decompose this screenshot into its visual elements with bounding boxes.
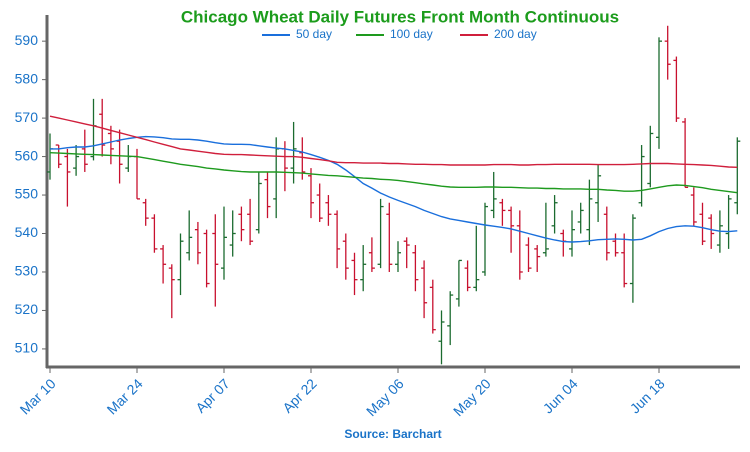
x-tick-label: Mar 10 xyxy=(17,375,59,417)
x-tick-label: Apr 22 xyxy=(279,375,320,416)
x-tick-label: Apr 07 xyxy=(192,375,233,416)
y-tick-label: 550 xyxy=(15,186,39,202)
chart-title: Chicago Wheat Daily Futures Front Month … xyxy=(181,7,619,26)
ma-line xyxy=(50,135,738,243)
ma-line xyxy=(49,152,738,194)
y-tick-label: 510 xyxy=(15,340,39,356)
x-tick-label: Mar 24 xyxy=(104,375,146,417)
y-tick-label: 590 xyxy=(15,32,39,48)
ma-line xyxy=(49,115,738,168)
y-tick-label: 540 xyxy=(15,224,39,240)
y-tick-label: 520 xyxy=(15,301,39,317)
source: Source: Barchart xyxy=(344,427,441,441)
x-tick-label: May 06 xyxy=(363,375,407,419)
legend-label: 50 day xyxy=(296,27,332,41)
legend-label: 200 day xyxy=(494,27,537,41)
y-tick-label: 580 xyxy=(15,70,39,86)
x-tick-label: Jun 18 xyxy=(627,375,668,416)
y-tick-label: 570 xyxy=(15,109,39,125)
y-tick-label: 530 xyxy=(15,263,39,279)
y-tick-label: 560 xyxy=(15,147,39,163)
legend-label: 100 day xyxy=(390,27,433,41)
x-tick-label: May 20 xyxy=(450,375,494,419)
x-tick-label: Jun 04 xyxy=(540,375,581,416)
